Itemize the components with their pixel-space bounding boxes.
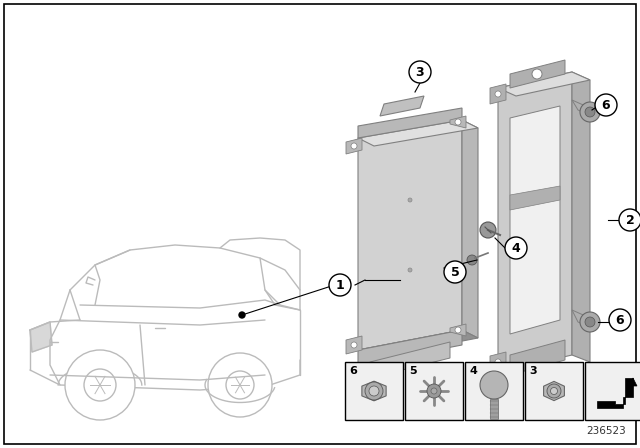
Circle shape — [619, 209, 640, 231]
Circle shape — [455, 119, 461, 125]
Polygon shape — [362, 381, 386, 401]
Polygon shape — [490, 352, 506, 372]
Text: 6: 6 — [616, 314, 624, 327]
Circle shape — [409, 61, 431, 83]
Circle shape — [408, 198, 412, 202]
Polygon shape — [462, 120, 478, 338]
Circle shape — [351, 143, 357, 149]
Circle shape — [239, 312, 245, 318]
Polygon shape — [30, 322, 52, 352]
Text: 3: 3 — [529, 366, 536, 376]
Circle shape — [595, 94, 617, 116]
Text: 5: 5 — [451, 266, 460, 279]
Text: 1: 1 — [335, 279, 344, 292]
Circle shape — [431, 388, 437, 394]
Polygon shape — [358, 330, 478, 358]
Polygon shape — [358, 120, 462, 350]
Circle shape — [84, 369, 116, 401]
Circle shape — [480, 222, 496, 238]
Circle shape — [585, 317, 595, 327]
Polygon shape — [510, 186, 560, 210]
Circle shape — [444, 261, 466, 283]
Circle shape — [580, 102, 600, 122]
Polygon shape — [510, 106, 560, 334]
Text: 4: 4 — [469, 366, 477, 376]
Text: 236523: 236523 — [586, 426, 626, 436]
Circle shape — [427, 384, 441, 398]
Text: 4: 4 — [511, 241, 520, 254]
Polygon shape — [510, 340, 565, 375]
Text: 2: 2 — [626, 214, 634, 227]
Text: 5: 5 — [409, 366, 417, 376]
Text: 6: 6 — [602, 99, 611, 112]
Circle shape — [65, 350, 135, 420]
Polygon shape — [358, 120, 478, 146]
Circle shape — [532, 69, 542, 79]
Polygon shape — [543, 381, 564, 401]
Circle shape — [480, 371, 508, 399]
Circle shape — [609, 309, 631, 331]
Circle shape — [585, 107, 595, 117]
Polygon shape — [572, 100, 596, 118]
Circle shape — [351, 342, 357, 348]
Polygon shape — [450, 324, 466, 336]
Circle shape — [329, 274, 351, 296]
Bar — [490, 399, 498, 419]
Polygon shape — [498, 72, 572, 372]
Bar — [405, 362, 463, 420]
Polygon shape — [629, 378, 637, 386]
Polygon shape — [572, 72, 590, 362]
Polygon shape — [380, 96, 424, 116]
Circle shape — [369, 386, 379, 396]
Polygon shape — [450, 116, 466, 128]
Polygon shape — [358, 108, 462, 138]
Polygon shape — [346, 138, 362, 154]
Circle shape — [547, 384, 561, 398]
Circle shape — [550, 388, 557, 395]
Polygon shape — [597, 378, 633, 408]
Polygon shape — [370, 342, 450, 378]
Text: 3: 3 — [416, 65, 424, 78]
Polygon shape — [510, 60, 565, 88]
Bar — [465, 362, 523, 420]
Polygon shape — [346, 336, 362, 354]
Bar — [345, 362, 403, 420]
Circle shape — [580, 312, 600, 332]
Circle shape — [408, 268, 412, 272]
Bar — [585, 362, 640, 420]
Polygon shape — [572, 310, 596, 330]
Circle shape — [208, 353, 272, 417]
Text: 6: 6 — [349, 366, 357, 376]
Polygon shape — [498, 72, 590, 96]
Circle shape — [365, 382, 383, 400]
Circle shape — [455, 327, 461, 333]
Polygon shape — [358, 330, 462, 365]
Circle shape — [495, 359, 501, 365]
Circle shape — [495, 91, 501, 97]
Circle shape — [467, 255, 477, 265]
Circle shape — [226, 371, 254, 399]
Polygon shape — [490, 84, 506, 104]
Bar — [525, 362, 583, 420]
Circle shape — [505, 237, 527, 259]
